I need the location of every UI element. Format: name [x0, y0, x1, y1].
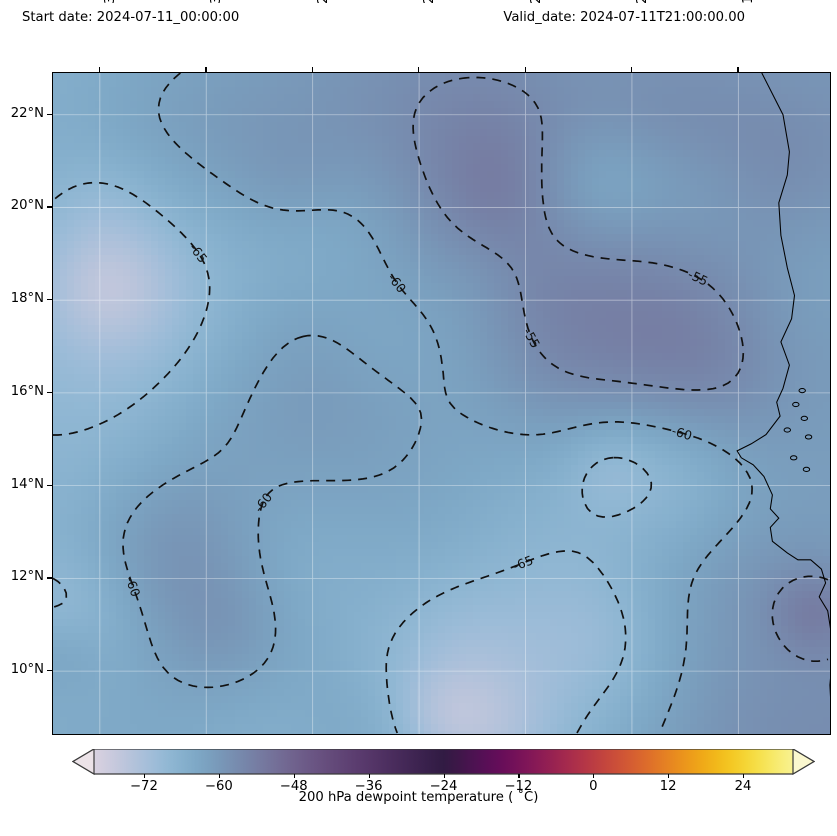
coastline-path — [736, 73, 830, 698]
contour-path — [53, 577, 68, 609]
longitude-tick — [311, 67, 313, 72]
island-outline — [789, 455, 798, 461]
colorbar-tick — [368, 774, 370, 778]
longitude-tick — [98, 67, 101, 72]
longitude-tick — [205, 67, 207, 72]
colorbar-tick-label: −24 — [429, 779, 458, 794]
island-outline — [798, 387, 806, 394]
longitude-tick — [418, 67, 420, 72]
longitude-tick-label: 27.5°W — [316, 0, 331, 4]
latitude-tick — [47, 391, 52, 394]
colorbar-tick-label: −60 — [204, 779, 233, 794]
dewpoint-field: -65 -65 -60 -60 -60 -60 -55 -55 — [53, 73, 830, 734]
map-axes[interactable]: -65 -65 -60 -60 -60 -60 -55 -55 — [52, 72, 831, 735]
colorbar-tick — [218, 774, 220, 778]
latitude-tick — [47, 577, 52, 579]
field-canvas: -65-65-60-60-60-60-55-55 — [53, 73, 830, 734]
latitude-tick-label: 20°N — [10, 198, 44, 214]
contour-path — [771, 575, 829, 663]
colorbar-tick — [518, 774, 520, 778]
colorbar-label: 200 hPa dewpoint temperature ( ˚C) — [298, 790, 539, 805]
colorbar-tick-label: −12 — [504, 779, 533, 794]
colorbar-under-arrow — [72, 749, 95, 776]
latitude-tick-label: 22°N — [10, 105, 44, 121]
contour-path — [412, 76, 745, 391]
colorbar-tick-label: 12 — [659, 779, 677, 794]
colorbar[interactable] — [72, 749, 815, 776]
longitude-tick-label: 30°W — [209, 0, 224, 4]
coastline-layer — [736, 73, 830, 698]
colorbar-tick-label: −36 — [354, 779, 383, 794]
colorbar-tick-label: 0 — [589, 779, 598, 794]
latitude-tick — [47, 484, 52, 486]
contour-path — [53, 181, 211, 436]
colorbar-over-arrow — [792, 749, 815, 776]
contour-path — [385, 550, 627, 734]
longitude-tick — [524, 67, 526, 72]
colorbar-tick — [593, 774, 595, 778]
latitude-tick — [47, 206, 52, 208]
longitude-tick-label: 25°W — [422, 0, 437, 4]
valid-date-text: Valid_date: 2024-07-11T21:00:00.00 — [503, 10, 745, 25]
colorbar-tick-label: −72 — [130, 779, 158, 794]
colorbar-tick — [443, 774, 445, 778]
latitude-tick-label: 14°N — [10, 476, 44, 492]
longitude-tick — [630, 67, 633, 72]
graticule-gridlines — [53, 73, 830, 734]
latitude-tick-label: 12°N — [10, 569, 44, 585]
colorbar-gradient — [72, 749, 815, 775]
island-outline — [783, 427, 792, 433]
info-bar: Start date: 2024-07-11_00:00:00 Valid_da… — [14, 7, 753, 28]
contour-path — [581, 456, 653, 518]
island-outline — [802, 466, 811, 473]
start-date-text: Start date: 2024-07-11_00:00:00 — [22, 10, 240, 25]
longitude-tick-label: 32.5°W — [103, 0, 118, 4]
contour-lines — [53, 73, 829, 734]
contour-label: -60 — [670, 423, 694, 443]
longitude-tick-label: 17.5°W — [741, 0, 756, 4]
longitude-tick-label: 22.5°W — [529, 0, 544, 4]
longitude-tick-label: 20°W — [635, 0, 650, 4]
latitude-tick — [47, 299, 52, 301]
island-outline — [792, 401, 800, 408]
contour-path — [157, 73, 753, 734]
island-outline — [800, 415, 809, 422]
colorbar-tick — [743, 774, 745, 778]
contour-path — [122, 334, 423, 689]
island-outline — [804, 434, 813, 440]
colorbar-tick — [293, 774, 295, 778]
colorbar-tick-label: −48 — [279, 779, 308, 794]
colorbar-tick — [143, 774, 146, 778]
contour-label: -65 — [511, 552, 535, 573]
latitude-tick — [47, 113, 52, 116]
latitude-tick-label: 18°N — [10, 291, 44, 307]
colorbar-tick — [668, 774, 670, 778]
colorbar-tick-label: 24 — [734, 779, 752, 794]
colorbar-canvas — [72, 749, 815, 776]
longitude-tick — [737, 67, 739, 72]
latitude-tick — [47, 670, 52, 672]
shaded-temperature-layer — [53, 73, 830, 734]
latitude-tick-label: 16°N — [10, 383, 44, 399]
latitude-tick-label: 10°N — [10, 662, 44, 678]
contour-label: -60 — [123, 574, 144, 598]
